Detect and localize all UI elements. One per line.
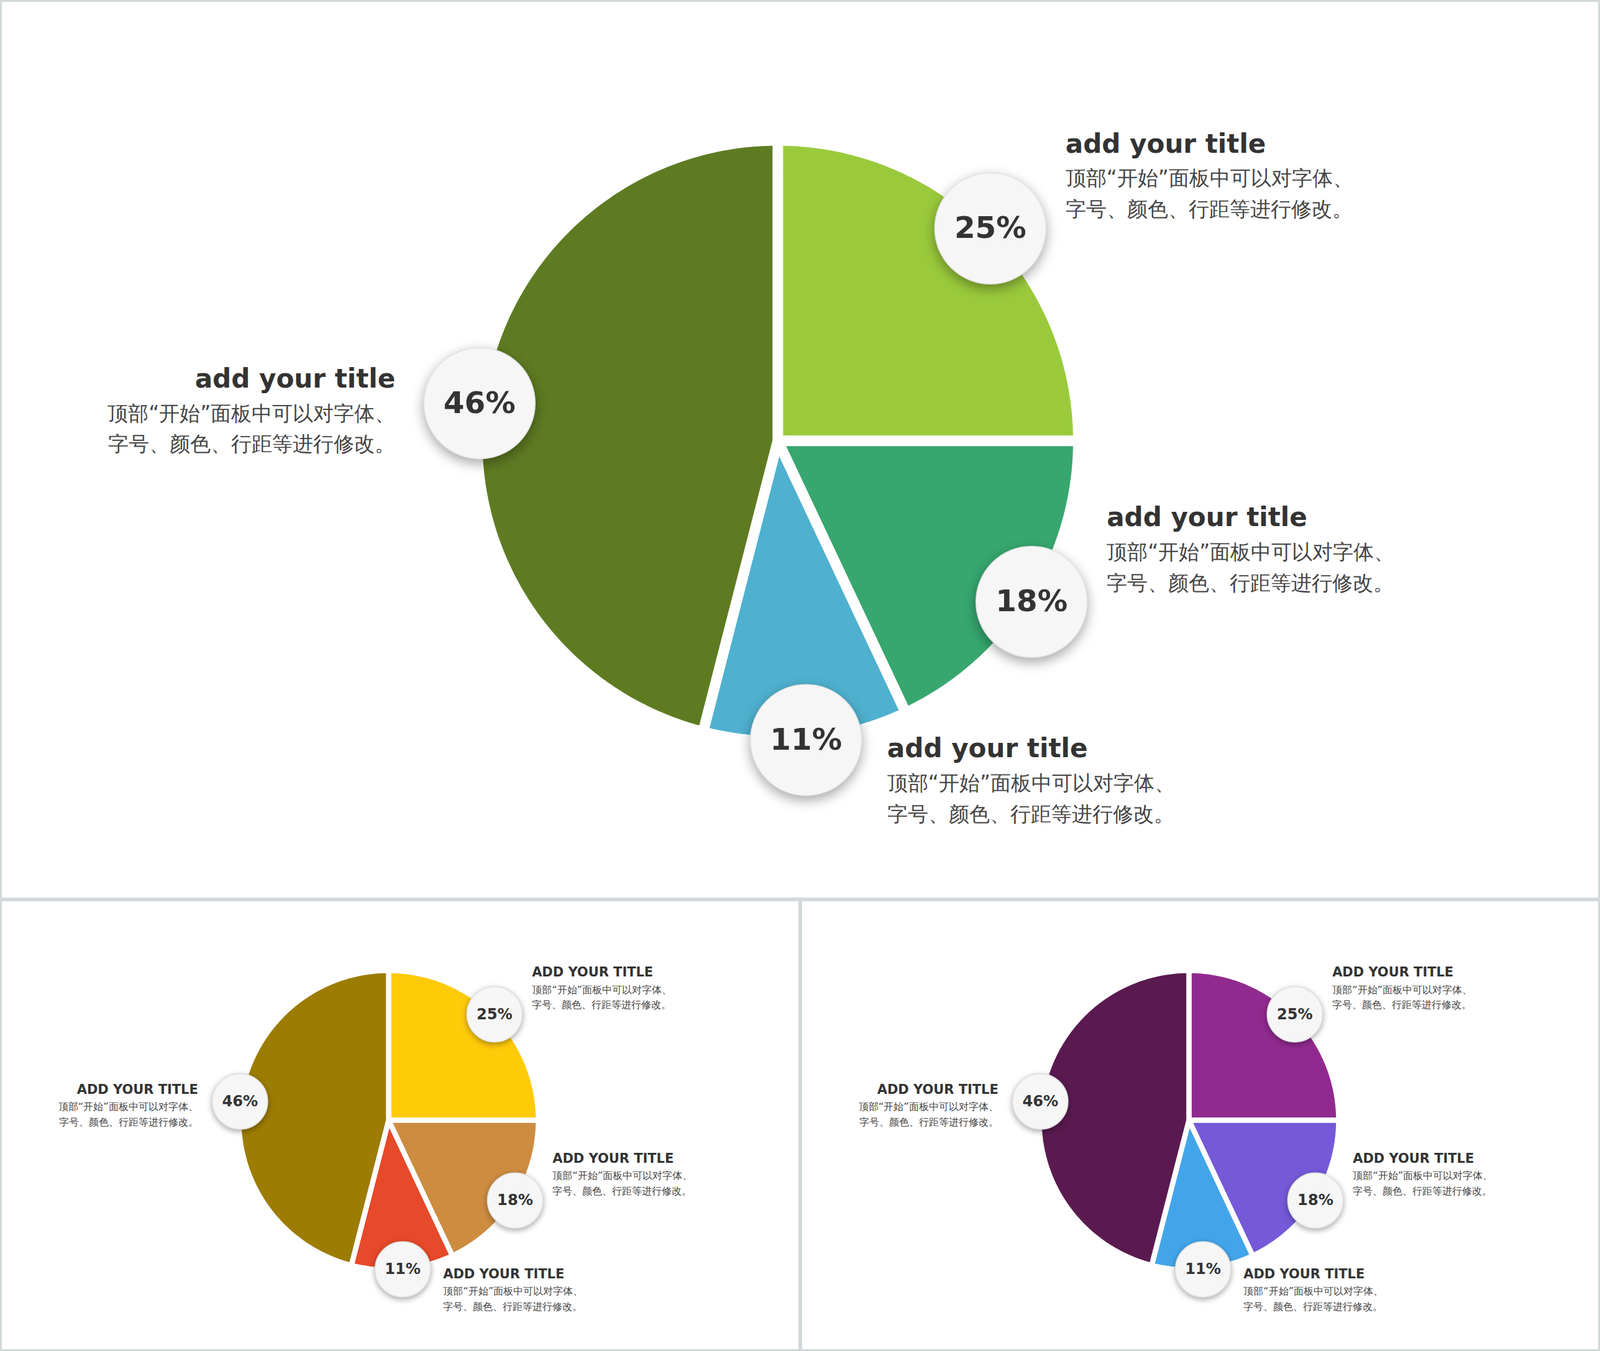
svg-text:顶部“开始”面板中可以对字体、: 顶部“开始”面板中可以对字体、 bbox=[1352, 1170, 1493, 1182]
svg-text:add your title: add your title bbox=[1065, 128, 1267, 160]
svg-text:顶部“开始”面板中可以对字体、: 顶部“开始”面板中可以对字体、 bbox=[531, 984, 672, 997]
svg-text:字号、颜色、行距等进行修改。: 字号、颜色、行距等进行修改。 bbox=[552, 1185, 692, 1198]
svg-text:add your title: add your title bbox=[1106, 502, 1308, 533]
svg-text:11%: 11% bbox=[384, 1260, 421, 1279]
svg-text:字号、颜色、行距等进行修改。: 字号、颜色、行距等进行修改。 bbox=[1065, 196, 1353, 222]
svg-text:顶部“开始”面板中可以对字体、: 顶部“开始”面板中可以对字体、 bbox=[443, 1285, 583, 1298]
svg-text:顶部“开始”面板中可以对字体、: 顶部“开始”面板中可以对字体、 bbox=[1332, 984, 1472, 997]
svg-text:18%: 18% bbox=[995, 583, 1068, 619]
svg-text:字号、颜色、行距等进行修改。: 字号、颜色、行距等进行修改。 bbox=[858, 1116, 998, 1129]
svg-text:字号、颜色、行距等进行修改。: 字号、颜色、行距等进行修改。 bbox=[531, 999, 672, 1011]
svg-text:25%: 25% bbox=[476, 1005, 513, 1024]
svg-text:字号、颜色、行距等进行修改。: 字号、颜色、行距等进行修改。 bbox=[887, 802, 1175, 827]
svg-text:ADD YOUR TITLE: ADD YOUR TITLE bbox=[552, 1151, 674, 1167]
svg-text:ADD YOUR TITLE: ADD YOUR TITLE bbox=[876, 1082, 998, 1098]
svg-text:add your title: add your title bbox=[195, 363, 396, 394]
svg-text:46%: 46% bbox=[221, 1092, 258, 1111]
svg-text:ADD YOUR TITLE: ADD YOUR TITLE bbox=[77, 1082, 199, 1098]
svg-text:顶部“开始”面板中可以对字体、: 顶部“开始”面板中可以对字体、 bbox=[552, 1170, 693, 1182]
svg-text:18%: 18% bbox=[1297, 1191, 1334, 1210]
svg-text:11%: 11% bbox=[1184, 1260, 1221, 1279]
svg-text:字号、颜色、行距等进行修改。: 字号、颜色、行距等进行修改。 bbox=[443, 1301, 583, 1313]
svg-text:字号、颜色、行距等进行修改。: 字号、颜色、行距等进行修改。 bbox=[1243, 1301, 1383, 1313]
svg-text:字号、颜色、行距等进行修改。: 字号、颜色、行距等进行修改。 bbox=[1332, 999, 1472, 1011]
svg-text:ADD YOUR TITLE: ADD YOUR TITLE bbox=[531, 964, 654, 980]
svg-text:顶部“开始”面板中可以对字体、: 顶部“开始”面板中可以对字体、 bbox=[858, 1101, 998, 1113]
svg-text:顶部“开始”面板中可以对字体、: 顶部“开始”面板中可以对字体、 bbox=[58, 1101, 199, 1113]
svg-text:25%: 25% bbox=[954, 210, 1027, 245]
svg-text:顶部“开始”面板中可以对字体、: 顶部“开始”面板中可以对字体、 bbox=[1106, 539, 1395, 565]
svg-text:字号、颜色、行距等进行修改。: 字号、颜色、行距等进行修改。 bbox=[1352, 1185, 1492, 1198]
svg-text:顶部“开始”面板中可以对字体、: 顶部“开始”面板中可以对字体、 bbox=[107, 401, 396, 426]
svg-text:46%: 46% bbox=[443, 385, 516, 421]
svg-text:46%: 46% bbox=[1022, 1092, 1059, 1111]
svg-text:ADD YOUR TITLE: ADD YOUR TITLE bbox=[1332, 964, 1454, 980]
svg-text:add your title: add your title bbox=[887, 733, 1088, 764]
svg-text:ADD YOUR TITLE: ADD YOUR TITLE bbox=[1243, 1266, 1365, 1282]
svg-text:顶部“开始”面板中可以对字体、: 顶部“开始”面板中可以对字体、 bbox=[887, 771, 1175, 796]
svg-text:ADD YOUR TITLE: ADD YOUR TITLE bbox=[1352, 1151, 1474, 1167]
svg-text:字号、颜色、行距等进行修改。: 字号、颜色、行距等进行修改。 bbox=[59, 1116, 199, 1129]
svg-text:18%: 18% bbox=[497, 1191, 534, 1210]
svg-text:顶部“开始”面板中可以对字体、: 顶部“开始”面板中可以对字体、 bbox=[1065, 165, 1354, 191]
svg-text:25%: 25% bbox=[1276, 1005, 1313, 1024]
svg-text:字号、颜色、行距等进行修改。: 字号、颜色、行距等进行修改。 bbox=[1106, 571, 1394, 596]
svg-text:字号、颜色、行距等进行修改。: 字号、颜色、行距等进行修改。 bbox=[108, 431, 396, 457]
svg-text:11%: 11% bbox=[769, 722, 842, 757]
svg-text:顶部“开始”面板中可以对字体、: 顶部“开始”面板中可以对字体、 bbox=[1243, 1285, 1384, 1298]
svg-text:ADD YOUR TITLE: ADD YOUR TITLE bbox=[443, 1266, 565, 1282]
